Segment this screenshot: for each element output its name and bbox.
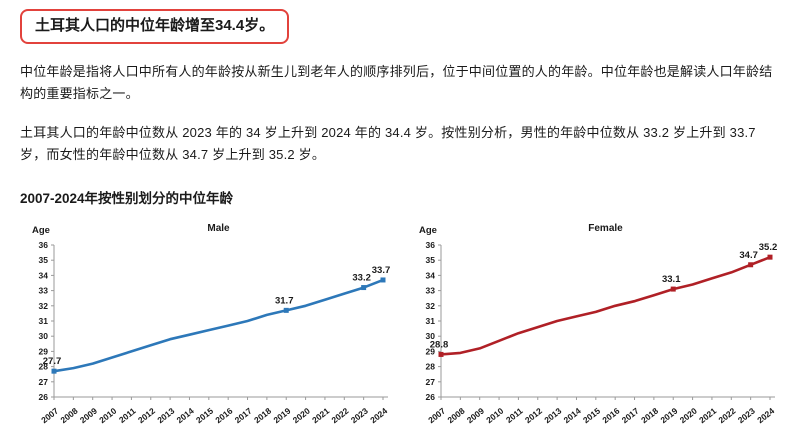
x-tick-label: 2018: [639, 406, 660, 426]
y-axis-title: Age: [419, 225, 437, 236]
x-tick-label: 2016: [600, 406, 621, 426]
x-tick-label: 2014: [175, 406, 196, 426]
x-tick-label: 2014: [562, 406, 583, 426]
data-point-marker: [283, 308, 289, 314]
y-tick-label: 35: [39, 256, 49, 266]
x-tick-label: 2024: [368, 406, 389, 426]
x-tick-label: 2017: [233, 406, 254, 426]
x-tick-label: 2022: [329, 406, 350, 426]
x-tick-label: 2012: [523, 406, 544, 426]
data-point-marker: [748, 262, 754, 268]
male-chart-svg: Age Male 26 27 28 29 30 31 32 33 34 35 36 20072008200…: [32, 223, 391, 426]
median-age-line: [439, 256, 772, 357]
y-tick-label: 33: [39, 286, 49, 296]
y-tick-label: 26: [39, 392, 49, 402]
x-tick-label: 2019: [271, 406, 292, 426]
y-tick-label: 26: [426, 392, 436, 402]
x-tick-label: 2021: [310, 406, 331, 426]
y-axis-title: Age: [32, 225, 50, 236]
x-tick-label: 2009: [78, 406, 99, 426]
y-tick-label: 30: [426, 332, 436, 342]
data-point-label: 27.7: [43, 357, 62, 368]
y-tick-label: 32: [39, 301, 49, 311]
paragraph-statistics: 土耳其人口的年龄中位数从 2023 年的 34 岁上升到 2024 年的 34.…: [20, 125, 756, 163]
x-tick-label: 2022: [716, 406, 737, 426]
page-title: 土耳其人口的中位年龄增至34.4岁。: [35, 17, 275, 34]
x-tick-label: 2016: [213, 406, 234, 426]
x-tick-label: 2009: [465, 406, 486, 426]
paragraph-definition: 中位年龄是指将人口中所有人的年龄按从新生儿到老年人的顺序排列后，位于中间位置的人…: [20, 64, 773, 102]
data-point-label: 33.1: [662, 274, 681, 285]
y-tick-label: 36: [426, 240, 436, 250]
data-point-marker: [380, 277, 386, 283]
y-tick-label: 36: [39, 240, 49, 250]
x-tick-label: 2010: [484, 406, 505, 426]
x-tick-label: 2011: [117, 406, 138, 425]
data-point-label: 35.2: [759, 243, 778, 254]
median-age-line: [52, 279, 385, 373]
x-tick-label: 2008: [446, 406, 467, 426]
data-point-label: 34.7: [739, 250, 758, 261]
y-tick-label: 34: [39, 271, 49, 281]
y-tick-label: 29: [426, 347, 436, 357]
x-tick-label: 2021: [697, 406, 718, 426]
y-tick-label: 31: [426, 316, 436, 326]
x-tick-label: 2024: [755, 406, 776, 426]
x-tick-label: 2023: [736, 406, 757, 426]
x-tick-label: 2011: [504, 406, 525, 425]
y-tick-label: 28: [426, 362, 436, 372]
x-tick-label: 2023: [349, 406, 370, 426]
data-point-marker: [767, 255, 773, 261]
y-tick-label: 27: [39, 377, 49, 387]
data-point-label: 31.7: [275, 296, 294, 307]
section-heading: 2007-2024年按性别划分的中位年龄: [20, 191, 234, 207]
data-point-label: 33.7: [372, 265, 391, 276]
y-tick-label: 34: [426, 271, 436, 281]
data-point-marker: [670, 286, 676, 292]
male-median-age-chart: Age Male 26 27 28 29 30 31 32 33 34 35 36 2007 2008 200…: [20, 219, 397, 437]
x-tick-label: 2012: [136, 406, 157, 426]
female-median-age-chart: Age Female 26 27 28 29 30 31 32 33 34 35 36 2007 2008 2…: [407, 219, 784, 437]
chart-title: Female: [588, 223, 623, 234]
y-tick-label: 31: [39, 316, 49, 326]
x-tick-label: 2007: [39, 406, 60, 426]
y-tick-label: 32: [426, 301, 436, 311]
x-tick-label: 2015: [581, 406, 602, 426]
data-point-label: 28.8: [430, 340, 449, 351]
page-title-box: 土耳其人口的中位年龄增至34.4岁。: [20, 9, 290, 44]
y-tick-label: 30: [39, 332, 49, 342]
x-tick-label: 2018: [252, 406, 273, 426]
y-tick-label: 33: [426, 286, 436, 296]
x-tick-label: 2015: [194, 406, 215, 426]
x-tick-label: 2020: [678, 406, 699, 426]
data-point-marker: [51, 369, 57, 375]
x-tick-label: 2013: [155, 406, 176, 426]
x-tick-label: 2013: [542, 406, 563, 426]
x-tick-label: 2017: [620, 406, 641, 426]
x-tick-label: 2010: [97, 406, 118, 426]
data-point-marker: [361, 285, 367, 291]
x-tick-label: 2020: [291, 406, 312, 426]
x-tick-label: 2008: [59, 406, 80, 426]
chart-title: Male: [207, 223, 230, 234]
data-point-marker: [438, 352, 444, 358]
y-tick-label: 27: [426, 377, 436, 387]
charts-row: Age Male 26 27 28 29 30 31 32 33 34 35 36 2007 2008 200…: [20, 219, 777, 437]
x-tick-label: 2007: [426, 406, 447, 426]
x-tick-label: 2019: [658, 406, 679, 426]
y-tick-label: 28: [39, 362, 49, 372]
female-chart-svg: Age Female2627282930313233343536200720082…: [419, 223, 778, 426]
y-tick-label: 35: [426, 256, 436, 266]
y-tick-label: 29: [39, 347, 49, 357]
data-point-label: 33.2: [352, 273, 371, 284]
